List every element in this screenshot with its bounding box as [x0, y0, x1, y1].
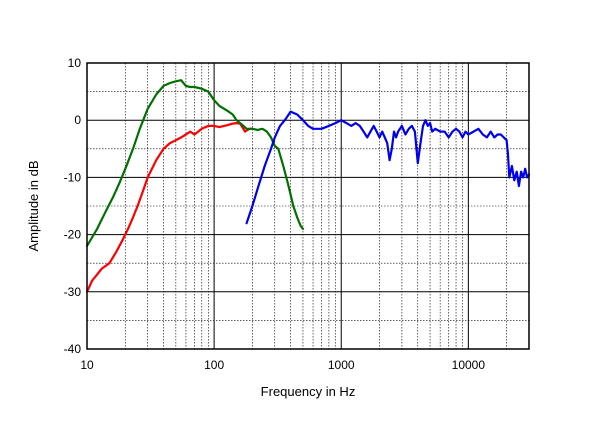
x-tick-label: 10000	[452, 358, 486, 372]
series-line-1	[85, 121, 254, 293]
minor-grid	[87, 63, 529, 349]
plot-frame	[86, 62, 530, 350]
y-axis-title: Amplitude in dB	[26, 160, 41, 251]
series-line-3	[245, 110, 531, 225]
x-tick-labels: 10 100 1000 10000	[80, 358, 485, 372]
y-tick-label: -40	[64, 342, 82, 356]
series-line-2	[85, 79, 305, 248]
y-tick-label: 10	[68, 56, 82, 70]
y-tick-labels: 10 0 -10 -20 -30 -40	[64, 56, 82, 356]
y-tick-label: 0	[74, 113, 81, 127]
x-tick-label: 10	[80, 358, 94, 372]
major-grid	[87, 63, 529, 349]
plot-background	[87, 63, 529, 349]
series-layer	[85, 79, 531, 293]
y-tick-label: -20	[64, 228, 82, 242]
x-axis-title: Frequency in Hz	[261, 384, 356, 399]
y-tick-label: -10	[64, 170, 82, 184]
y-tick-label: -30	[64, 285, 82, 299]
x-tick-label: 1000	[328, 358, 355, 372]
x-tick-label: 100	[204, 358, 224, 372]
